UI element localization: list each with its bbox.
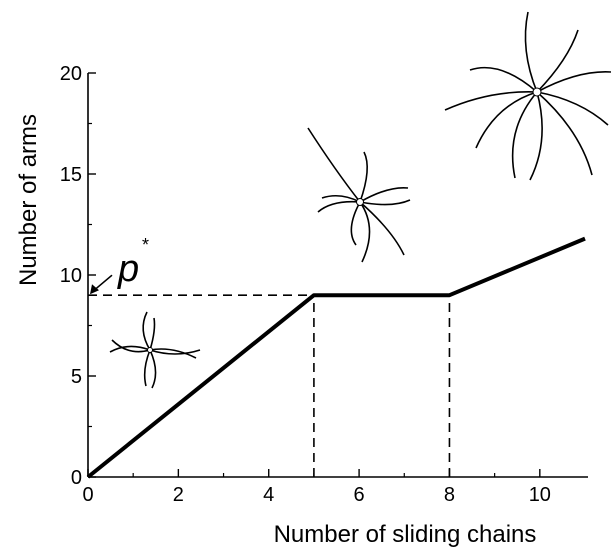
- y-tick-label: 5: [71, 366, 82, 388]
- x-tick-label: 10: [529, 484, 551, 506]
- star-polymer-icon: [109, 311, 201, 389]
- y-tick-label: 10: [60, 265, 82, 287]
- y-tick-label: 15: [60, 164, 82, 186]
- star-polymer-icon: [307, 127, 411, 263]
- x-tick-label: 6: [354, 484, 365, 506]
- x-axis-title: Number of sliding chains: [274, 521, 537, 548]
- x-tick-label: 2: [173, 484, 184, 506]
- x-tick-label: 4: [263, 484, 274, 506]
- data-line: [86, 236, 586, 479]
- y-tick-label: 0: [71, 467, 82, 489]
- y-tick-label: 20: [60, 63, 82, 85]
- y-axis-title: Number of arms: [15, 114, 42, 286]
- annotation-superscript: *: [142, 235, 149, 255]
- annotation-arrowhead: [90, 284, 99, 295]
- annotation: p: [117, 248, 139, 290]
- x-tick-label: 8: [444, 484, 455, 506]
- x-tick-label: 0: [82, 484, 93, 506]
- star-polymer-icon: [444, 11, 611, 181]
